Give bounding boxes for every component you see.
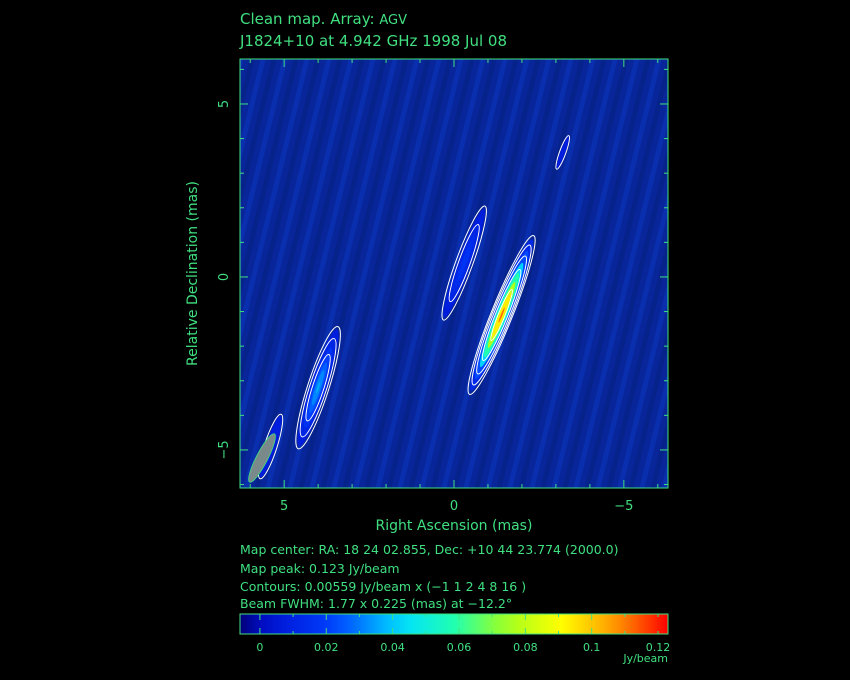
component-2-level <box>462 257 467 269</box>
colorbar-tick-label: 0.02 <box>314 641 339 654</box>
contour-line <box>481 269 522 361</box>
map-center-text: Map center: RA: 18 24 02.855, Dec: +10 4… <box>240 542 619 557</box>
contour-line <box>295 326 341 450</box>
component-5-level <box>562 150 564 154</box>
contour-line <box>490 288 513 342</box>
contour-line <box>471 244 532 386</box>
x-axis-label: Right Ascension (mas) <box>376 518 533 534</box>
contour-line <box>476 255 528 375</box>
colorbar <box>239 613 669 635</box>
beam-ellipse <box>248 433 276 483</box>
axis-ticks <box>240 59 668 488</box>
colorbar-unit: Jy/beam <box>622 652 668 665</box>
component-5 <box>555 135 570 170</box>
colorbar-ticks <box>259 614 659 634</box>
colorbar-tick-label: 0.06 <box>447 641 472 654</box>
contour-line <box>305 353 331 422</box>
contour-line <box>467 235 536 395</box>
colorbar-tick-label: 0.08 <box>513 641 538 654</box>
array-name: AGV <box>379 13 407 28</box>
sidelobe-stripes <box>240 59 668 488</box>
beam-text: Beam FWHM: 1.77 x 0.225 (mas) at −12.2° <box>240 596 513 611</box>
contour-line <box>448 224 480 303</box>
contour-line <box>555 135 570 170</box>
colorbar-tick-label: 0.1 <box>583 641 601 654</box>
x-tick-label: 0 <box>450 499 458 514</box>
colorbar-tick-label: 0 <box>256 641 263 654</box>
y-tick-label: 0 <box>217 273 232 281</box>
x-tick-label: 5 <box>280 499 288 514</box>
colorbar-tick-label: 0.12 <box>646 641 671 654</box>
contour-line <box>299 337 337 438</box>
y-tick-label: −5 <box>217 440 232 459</box>
map-peak-text: Map peak: 0.123 Jy/beam <box>240 561 400 576</box>
component-1-level <box>498 307 505 323</box>
component-1 <box>467 235 536 395</box>
y-axis-label: Relative Declination (mas) <box>185 181 201 366</box>
x-tick-label: −5 <box>614 499 633 514</box>
component-2 <box>441 205 487 321</box>
contours-text: Contours: 0.00559 Jy/beam x (−1 1 2 4 8 … <box>240 579 527 594</box>
contour-line <box>441 205 487 321</box>
component-3-level <box>316 381 321 394</box>
map-title: Clean map. Array: AGV <box>240 10 407 28</box>
map-subtitle: J1824+10 at 4.942 GHz 1998 Jul 08 <box>240 32 508 50</box>
component-3 <box>295 326 341 450</box>
colorbar-tick-label: 0.04 <box>380 641 405 654</box>
y-tick-label: 5 <box>217 100 232 108</box>
